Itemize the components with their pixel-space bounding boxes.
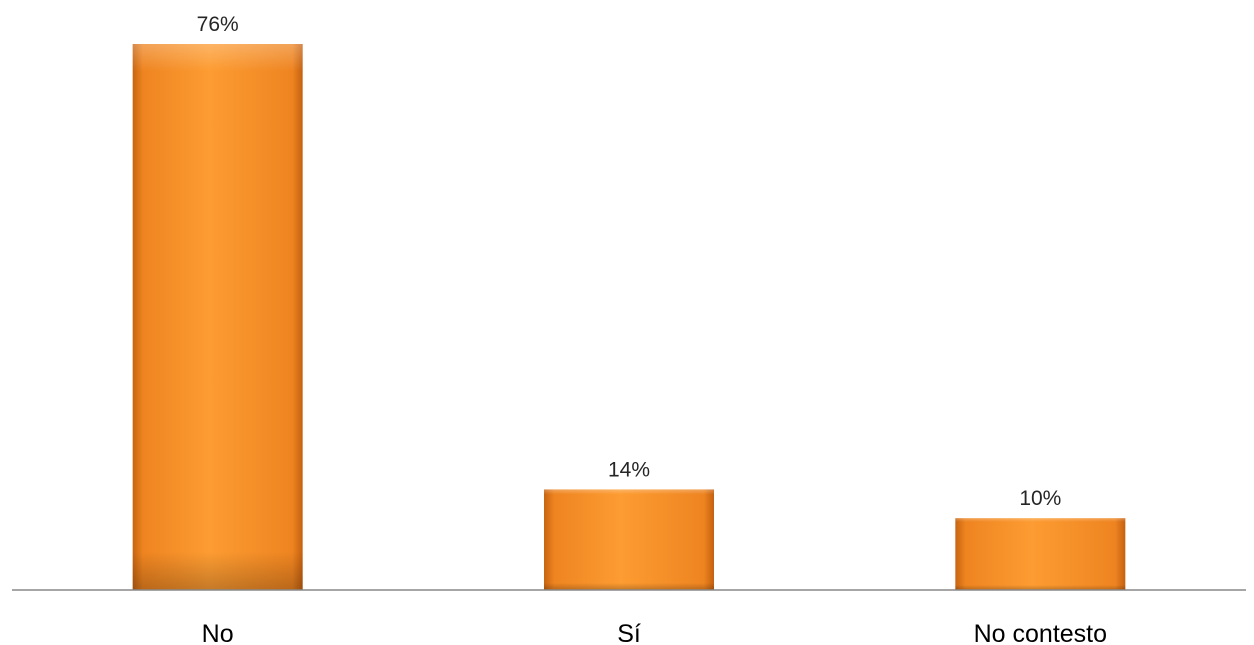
bars-layer [132,44,1126,590]
data-label: 76% [197,13,239,36]
bar-no-contesto [955,518,1126,590]
bar-shading [544,489,714,590]
x-tick-label: No contesto [974,620,1107,645]
labels-layer: 76% 14% 10% [197,13,1062,510]
bar-s- [544,489,714,590]
data-label: 10% [1019,487,1061,510]
x-tick-label: Sí [617,620,641,645]
bar-shading [132,44,303,590]
data-label: 14% [608,458,650,481]
x-tick-label: No [202,620,234,645]
bar-no [132,44,303,590]
x-tick-labels: No Sí No contesto [202,620,1107,645]
bar-shading [955,518,1126,590]
